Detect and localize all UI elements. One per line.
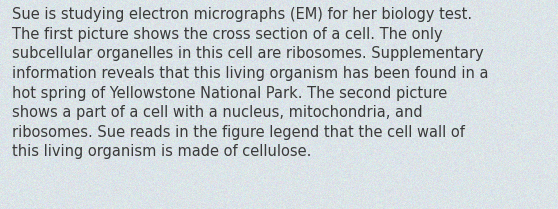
Text: Sue is studying electron micrographs (EM) for her biology test.
The first pictur: Sue is studying electron micrographs (EM… (12, 7, 489, 159)
